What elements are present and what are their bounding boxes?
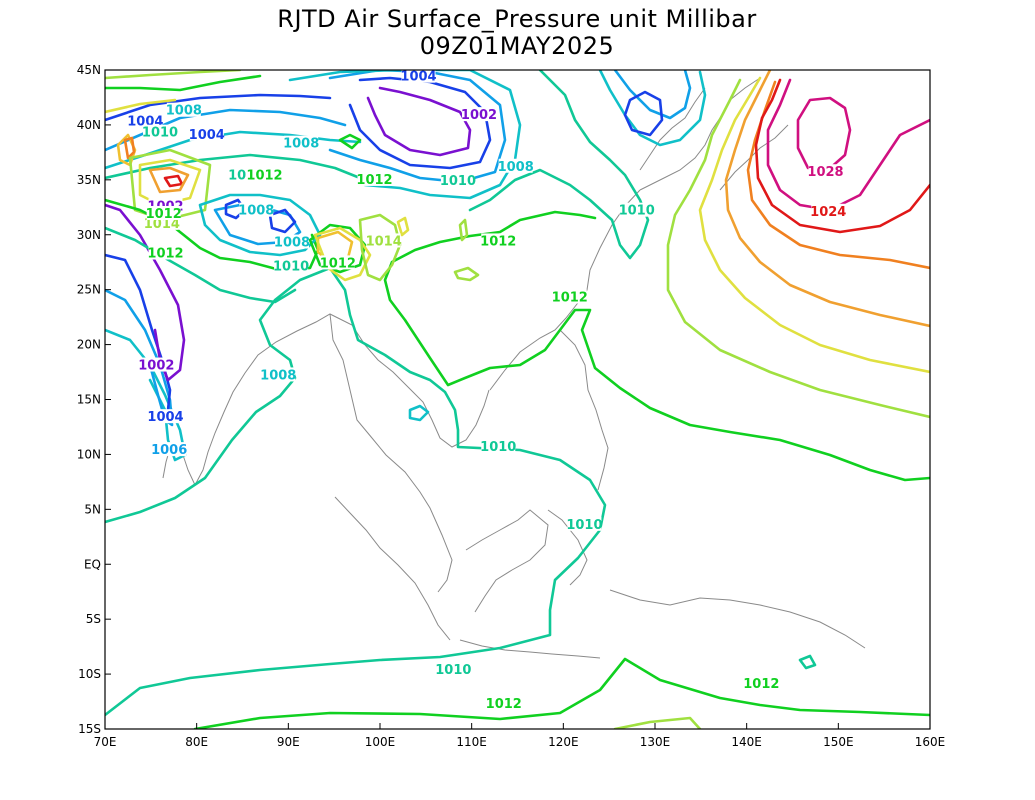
contour-label: 1024	[810, 205, 846, 220]
contour-label: 1012	[486, 697, 522, 712]
contour-label: 1012	[356, 173, 392, 188]
contour-label-background	[148, 409, 183, 424]
x-tick-label: 80E	[185, 735, 208, 749]
y-tick-label: 10S	[78, 667, 101, 681]
y-tick-label: 20N	[77, 338, 101, 352]
contour-label-background	[148, 245, 183, 260]
contour-label-background	[189, 126, 224, 141]
contour-label: 1008	[166, 104, 202, 119]
contour-label: 1010	[619, 204, 655, 219]
contour-label-background	[320, 255, 355, 270]
contour-label: 1008	[274, 236, 310, 251]
latitude-axis: 45N 40N 35N 30N 25N 20N 15N 10N 5N EQ 5S 10S 15S	[77, 63, 111, 736]
contour-label: 1028	[807, 165, 843, 180]
contour-label-background	[166, 102, 201, 117]
contour-label: 1012	[743, 677, 779, 692]
contour-label-background	[139, 357, 174, 372]
x-tick-label: 90E	[277, 735, 300, 749]
contour-label: 1008	[260, 368, 296, 383]
contour-label-background	[284, 135, 319, 150]
contour-label: 1012	[320, 256, 356, 271]
contour-label-background	[239, 202, 274, 217]
contour-label-background	[619, 202, 654, 217]
x-tick-label: 130E	[640, 735, 671, 749]
y-tick-label: 35N	[77, 173, 101, 187]
y-tick-label: 15S	[78, 722, 101, 736]
contour-label: 1008	[498, 160, 534, 175]
contour-label-background	[481, 233, 516, 248]
contour-label: 1010	[566, 518, 602, 533]
contour-labels: 1004100410021014101210121010100810021004…	[127, 68, 846, 712]
contour-label-background	[146, 205, 181, 220]
y-tick-label: EQ	[84, 557, 101, 571]
contour-label-background	[744, 676, 779, 691]
contour-label: 1002	[138, 359, 174, 374]
contour-label-background	[552, 289, 587, 304]
contour-label-background	[143, 124, 177, 139]
y-tick-label: 45N	[77, 63, 101, 77]
contour-label-background	[357, 171, 392, 186]
contour-label: 1010	[440, 174, 476, 189]
contour-label: 1008	[283, 137, 319, 152]
contour-label-background	[486, 695, 521, 710]
contour-label: 1012	[147, 247, 183, 262]
contour-label: 1002	[461, 108, 497, 123]
contour-label-background	[128, 113, 163, 128]
longitude-axis: 70E 80E 90E 100E 110E 120E 130E 140E 150E 160E	[94, 723, 946, 749]
contour-label: 1004	[400, 70, 436, 85]
contour-label: 1010	[142, 126, 178, 141]
contour-label-background	[811, 203, 846, 218]
isobar-contours	[105, 70, 930, 729]
contour-label: 1004	[189, 128, 225, 143]
contour-label: 1006	[151, 443, 187, 458]
y-tick-label: 10N	[77, 447, 101, 461]
coastlines	[162, 77, 866, 659]
x-tick-label: 150E	[823, 735, 854, 749]
contour-label: 1014	[144, 217, 180, 232]
chart-title: RJTD Air Surface_Pressure unit Millibar	[277, 5, 756, 33]
contour-label: 1014	[366, 234, 402, 249]
x-tick-label: 160E	[915, 735, 946, 749]
contour-label-background	[152, 442, 187, 457]
x-tick-label: 70E	[94, 735, 117, 749]
contour-label: 1010	[273, 260, 309, 275]
contour-label-background	[436, 661, 471, 676]
contour-label-background	[462, 107, 496, 122]
y-tick-label: 30N	[77, 228, 101, 242]
contour-label: 1012	[246, 169, 282, 184]
contour-label-background	[481, 438, 516, 453]
contour-label-background	[401, 68, 436, 83]
x-tick-label: 110E	[456, 735, 487, 749]
contour-label-background	[567, 516, 602, 531]
x-tick-label: 140E	[731, 735, 762, 749]
y-tick-label: 40N	[77, 118, 101, 132]
contour-label-background	[808, 164, 843, 179]
contour-label: 1010	[435, 663, 471, 678]
contour-label-background	[247, 167, 282, 182]
y-tick-label: 5S	[86, 612, 101, 626]
contour-label: 1004	[147, 410, 183, 425]
contour-label: 1010	[480, 440, 516, 455]
x-tick-label: 100E	[365, 735, 396, 749]
y-tick-label: 15N	[77, 393, 101, 407]
x-tick-label: 120E	[548, 735, 579, 749]
contour-label-background	[498, 158, 533, 173]
contour-label: 1012	[480, 234, 516, 249]
contour-label-background	[274, 258, 309, 273]
contour-label: 1012	[146, 207, 182, 222]
contour-label-background	[275, 234, 309, 249]
chart-subtitle-time: 09Z01MAY2025	[420, 32, 615, 60]
contour-label-background	[440, 173, 475, 188]
contour-label: 1008	[238, 204, 274, 219]
contour-label: 1012	[552, 290, 588, 305]
contour-label-background	[366, 233, 401, 248]
contour-label-background	[261, 367, 296, 382]
y-tick-label: 25N	[77, 283, 101, 297]
y-tick-label: 5N	[84, 502, 101, 516]
